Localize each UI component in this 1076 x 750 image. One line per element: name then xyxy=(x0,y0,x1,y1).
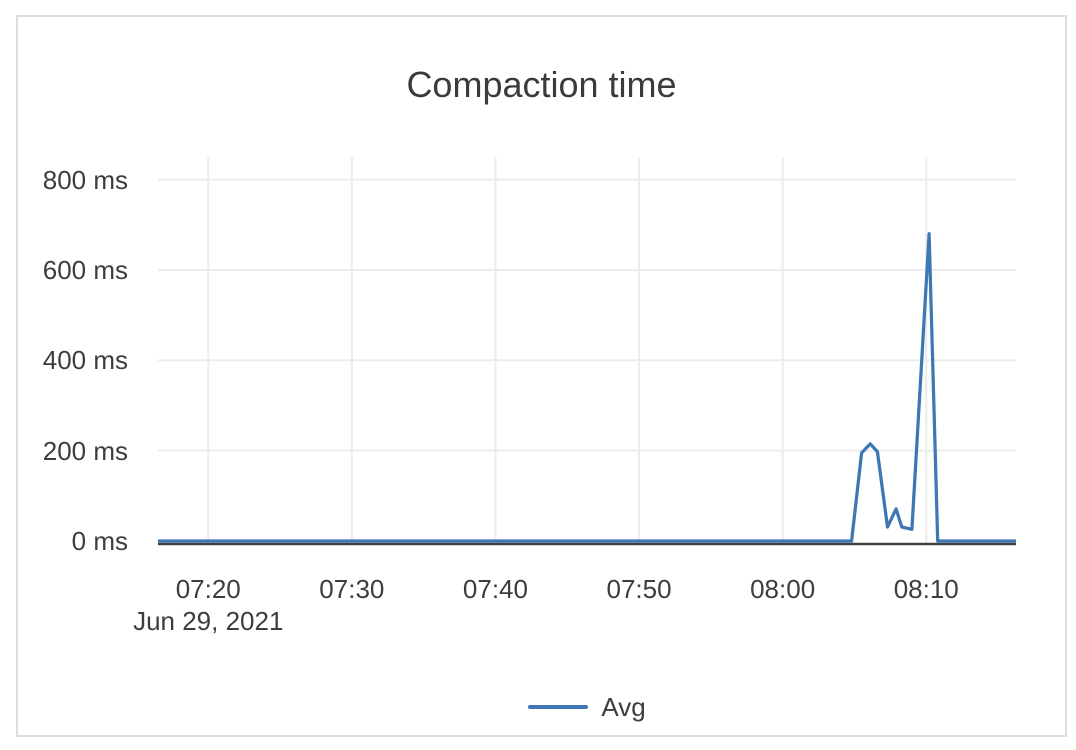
y-axis-tick-label: 600 ms xyxy=(42,254,128,285)
x-axis-date-label: Jun 29, 2021 xyxy=(133,606,284,636)
x-axis-tick-time: 07:30 xyxy=(319,574,385,604)
x-axis-tick-time: 07:50 xyxy=(606,574,672,604)
x-axis-tick-time: 08:10 xyxy=(893,574,959,604)
y-axis-tick-label: 200 ms xyxy=(42,435,128,466)
x-axis-tick-label: 07:20 Jun 29, 2021 xyxy=(108,573,308,637)
x-axis-tick-label: 08:00 xyxy=(683,573,883,605)
x-axis-tick-time: 08:00 xyxy=(750,574,816,604)
legend-label: Avg xyxy=(601,692,646,722)
x-axis-tick-time: 07:40 xyxy=(462,574,528,604)
x-axis-tick-label: 07:50 xyxy=(539,573,739,605)
chart-title: Compaction time xyxy=(406,64,677,105)
y-axis-tick-label: 0 ms xyxy=(71,526,128,556)
x-axis-tick-label: 07:40 xyxy=(395,573,595,605)
legend: Avg xyxy=(158,691,1016,723)
legend-line-swatch xyxy=(528,705,589,709)
y-axis-tick-label: 400 ms xyxy=(42,345,128,376)
chart-card: Compaction time 0 ms 200 ms 400 ms 600 ms 80… xyxy=(16,15,1067,737)
x-axis-tick-time: 07:20 xyxy=(175,574,241,604)
series-line-avg xyxy=(158,232,1016,543)
x-axis-tick-label: 07:30 xyxy=(252,573,452,605)
x-axis-tick-label: 08:10 xyxy=(826,573,1026,605)
chart-canvas[interactable] xyxy=(18,17,1065,735)
y-axis-tick-label: 800 ms xyxy=(42,164,128,195)
legend-item-avg[interactable]: Avg xyxy=(528,691,646,723)
